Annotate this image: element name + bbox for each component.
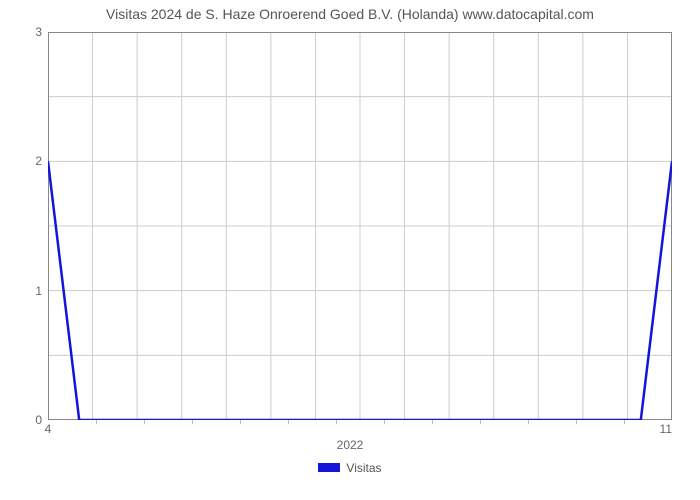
x-minor-tick xyxy=(288,420,289,424)
x-minor-tick xyxy=(336,420,337,424)
x-minor-tick xyxy=(528,420,529,424)
y-tick-label: 3 xyxy=(35,25,48,39)
x-minor-tick xyxy=(384,420,385,424)
legend: Visitas xyxy=(0,460,700,475)
y-tick-label: 1 xyxy=(35,284,48,298)
chart-svg xyxy=(48,32,672,420)
x-minor-tick xyxy=(192,420,193,424)
legend-swatch xyxy=(318,463,340,472)
x-minor-tick xyxy=(96,420,97,424)
x-minor-tick xyxy=(624,420,625,424)
chart-title: Visitas 2024 de S. Haze Onroerend Goed B… xyxy=(0,6,700,22)
x-axis-label: 2022 xyxy=(0,438,700,452)
x-minor-tick xyxy=(480,420,481,424)
legend-label: Visitas xyxy=(346,461,381,475)
x-tick-label-first: 4 xyxy=(45,420,52,436)
x-minor-tick xyxy=(432,420,433,424)
x-minor-tick xyxy=(144,420,145,424)
plot-area: 0123411 xyxy=(48,32,672,420)
x-minor-tick xyxy=(240,420,241,424)
x-tick-label-last: 11 xyxy=(660,420,672,436)
x-minor-tick xyxy=(576,420,577,424)
y-tick-label: 2 xyxy=(35,154,48,168)
